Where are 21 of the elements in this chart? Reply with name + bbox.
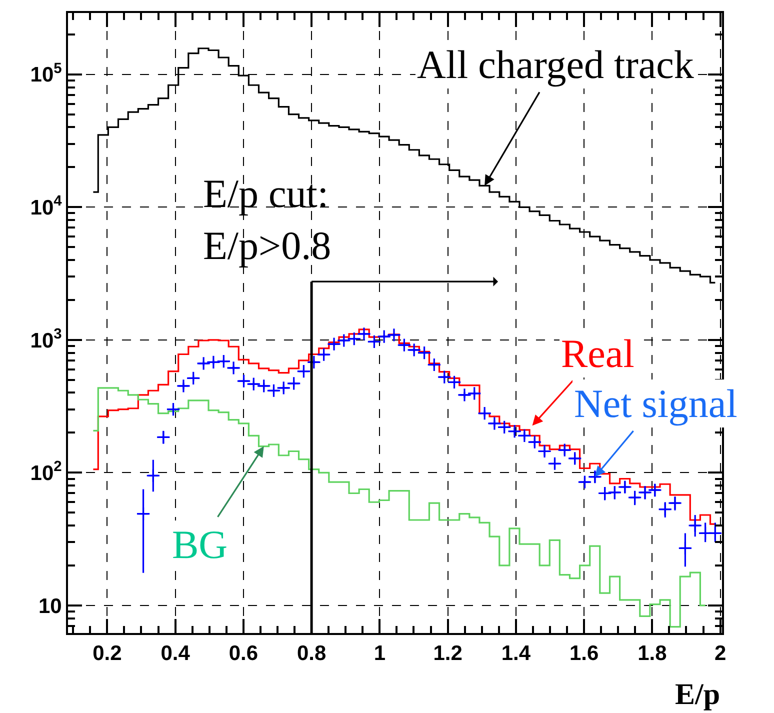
x-tick-label: 0.6 bbox=[228, 642, 258, 666]
x-axis-title: E/p bbox=[675, 678, 720, 711]
y-tick-label: 10$^{5}$ bbox=[30, 60, 62, 87]
y-tick-label: 10 bbox=[38, 594, 62, 618]
annotation: BG bbox=[172, 522, 228, 567]
x-tick-label: 1.4 bbox=[501, 642, 531, 666]
annotation: All charged track bbox=[417, 42, 694, 87]
x-tick-label: 1.6 bbox=[569, 642, 599, 666]
x-tick-label: 0.8 bbox=[296, 642, 326, 666]
x-tick-label: 1.8 bbox=[638, 642, 668, 666]
x-tick-label: 0.2 bbox=[92, 642, 122, 666]
x-tick-label: 0.4 bbox=[160, 642, 190, 666]
y-tick-label: 10$^{4}$ bbox=[30, 194, 63, 220]
annotation: Net signal bbox=[574, 381, 738, 426]
x-tick-label: 2 bbox=[714, 642, 726, 666]
y-tick-label: 10$^{2}$ bbox=[30, 459, 62, 486]
x-tick-label: 1.2 bbox=[433, 642, 462, 666]
annotation: E/p cut: E/p>0.8 bbox=[203, 171, 332, 268]
annotation: Real bbox=[561, 331, 634, 376]
y-tick-label: 10$^{3}$ bbox=[30, 326, 62, 352]
x-tick-label: 1 bbox=[374, 642, 386, 666]
